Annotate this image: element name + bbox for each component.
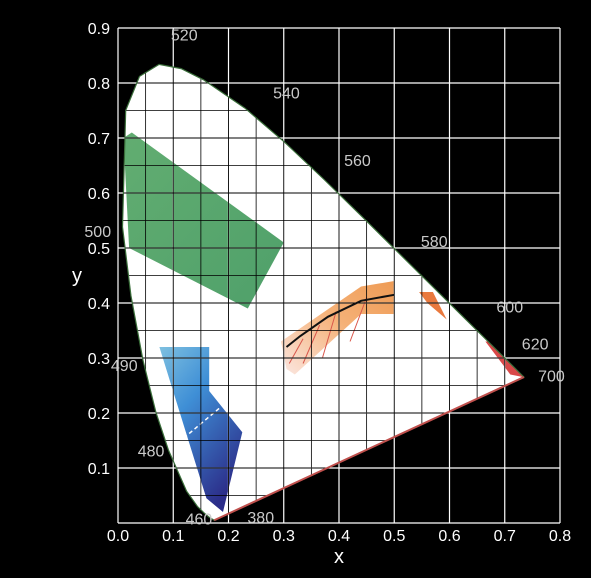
locus-area	[122, 64, 524, 521]
color-region	[419, 292, 447, 320]
planckian-curve	[285, 293, 395, 348]
wavelength-label: 380	[247, 510, 274, 527]
y-tick-label: 0.7	[88, 131, 110, 148]
y-tick-label: 0.2	[88, 406, 110, 423]
y-tick-label: 0.5	[88, 241, 110, 258]
wavelength-label: 620	[522, 337, 549, 354]
isotemperature-line	[349, 297, 368, 342]
wavelength-label: 490	[111, 358, 138, 375]
wavelength-label: 540	[273, 85, 300, 102]
locus-outline	[121, 63, 525, 522]
x-axis-label: x	[334, 546, 344, 568]
y-tick-label: 0.1	[88, 461, 110, 478]
wavelength-label: 520	[171, 27, 198, 44]
isotemperature-line	[288, 338, 304, 364]
y-tick-label: 0.6	[88, 186, 110, 203]
y-tick-label: 0.9	[88, 21, 110, 38]
planckian-locus	[285, 293, 395, 348]
locus-fill	[122, 64, 524, 521]
x-tick-label: 0.3	[273, 528, 295, 545]
x-tick-label: 0.4	[328, 528, 350, 545]
spectral-locus-line	[121, 63, 525, 521]
x-tick-label: 0.1	[162, 528, 184, 545]
y-axis-label: y	[72, 265, 82, 287]
color-region	[281, 281, 395, 375]
x-tick-label: 0.6	[438, 528, 460, 545]
wavelength-label: 560	[344, 153, 371, 170]
y-tick-label: 0.8	[88, 76, 110, 93]
wavelength-label: 460	[186, 512, 213, 529]
wavelength-label: 480	[138, 444, 165, 461]
y-tick-label: 0.3	[88, 351, 110, 368]
line-of-purples	[213, 376, 525, 522]
wavelength-labels: 380 460 480 490 500 520 540 560 580 600 620 700	[84, 27, 564, 528]
wavelength-label: 580	[421, 234, 448, 251]
x-tick-label: 0.8	[549, 528, 571, 545]
isotemperature-line	[321, 311, 337, 359]
wavelength-label: 500	[84, 224, 111, 241]
wavelength-label: 700	[538, 368, 565, 385]
tick-labels: 0.0 0.1 0.2 0.3 0.4 0.5 0.6 0.7 0.8 0.1 0.2 0.3 0.4 0…	[88, 21, 571, 545]
wavelength-label: 600	[496, 299, 523, 316]
x-tick-label: 0.2	[217, 528, 239, 545]
x-tick-label: 0.5	[383, 528, 405, 545]
blue-region-divider	[167, 406, 221, 453]
x-tick-label: 0.7	[494, 528, 516, 545]
y-tick-label: 0.4	[88, 296, 110, 313]
x-tick-label: 0.0	[107, 528, 129, 545]
